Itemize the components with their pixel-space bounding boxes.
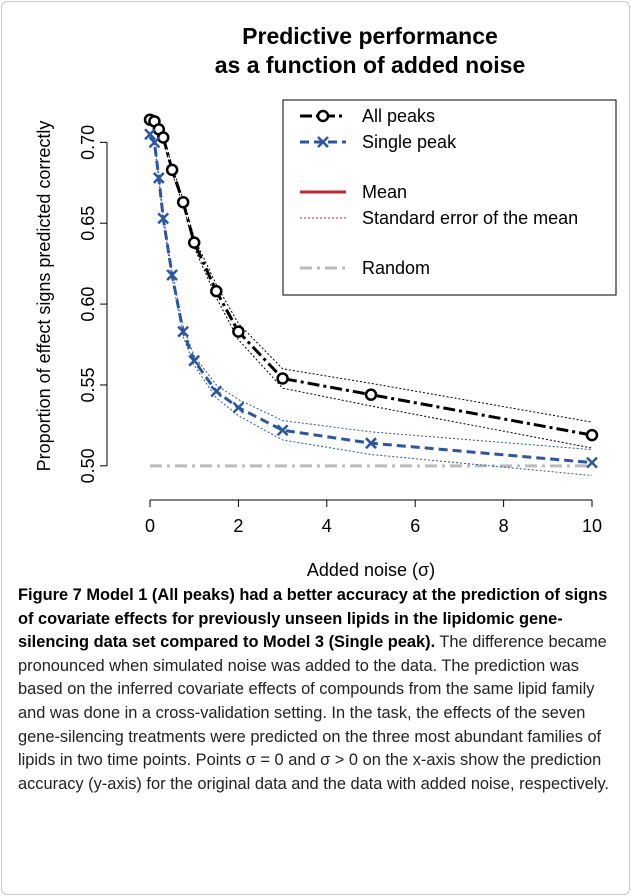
legend-box: [282, 99, 617, 296]
y-axis-label: Proportion of effect signs predicted cor…: [34, 121, 54, 472]
legend-label: Random: [362, 258, 430, 278]
legend-label: Single peak: [362, 132, 457, 152]
legend-label: Standard error of the mean: [362, 208, 578, 228]
point: [165, 163, 179, 177]
x-tick-label: 6: [410, 516, 420, 536]
point: [157, 212, 170, 225]
x-tick-label: 0: [145, 516, 155, 536]
y-tick-label: 0.55: [78, 367, 98, 402]
series-line: [148, 133, 593, 465]
legend-label: Mean: [362, 182, 407, 202]
point: [276, 424, 289, 437]
point: [188, 354, 201, 367]
point: [187, 236, 201, 249]
x-tick-label: 4: [322, 516, 332, 536]
caption-text: The difference became pronounced when si…: [18, 633, 609, 793]
point: [166, 269, 178, 281]
point: [364, 388, 378, 401]
caption-label: Figure 7: [18, 586, 82, 604]
point: [157, 131, 170, 144]
y-tick-label: 0.65: [78, 206, 98, 241]
standard-error-line: [149, 117, 593, 423]
chart-title: as a function of added noise: [215, 52, 526, 78]
point: [210, 385, 223, 398]
x-tick-label: 10: [582, 516, 602, 536]
x-axis-label: Added noise (σ): [307, 560, 435, 580]
legend-marker: [316, 109, 330, 123]
legend-label: All peaks: [362, 106, 435, 126]
point: [232, 325, 245, 338]
point: [152, 172, 165, 184]
point: [177, 325, 190, 338]
point: [365, 437, 377, 450]
point: [148, 136, 161, 149]
caption-bold: Model 1 (All peaks) had a better accurac…: [18, 586, 608, 652]
point: [586, 456, 598, 469]
point: [232, 401, 245, 414]
point: [585, 428, 599, 442]
y-tick-label: 0.50: [78, 448, 98, 483]
y-tick-label: 0.60: [78, 287, 98, 322]
chart-title: Predictive performance: [242, 23, 498, 49]
point: [210, 284, 223, 298]
point: [144, 128, 156, 141]
point: [276, 372, 289, 385]
x-tick-label: 2: [233, 516, 243, 536]
y-tick-label: 0.70: [78, 125, 98, 160]
caption: Figure 7 Model 1 (All peaks) had a bette…: [18, 584, 616, 796]
x-tick-label: 8: [499, 516, 509, 536]
point: [176, 195, 190, 209]
chart: Predictive performance as a function of …: [34, 23, 617, 580]
legend-marker: [317, 136, 329, 148]
